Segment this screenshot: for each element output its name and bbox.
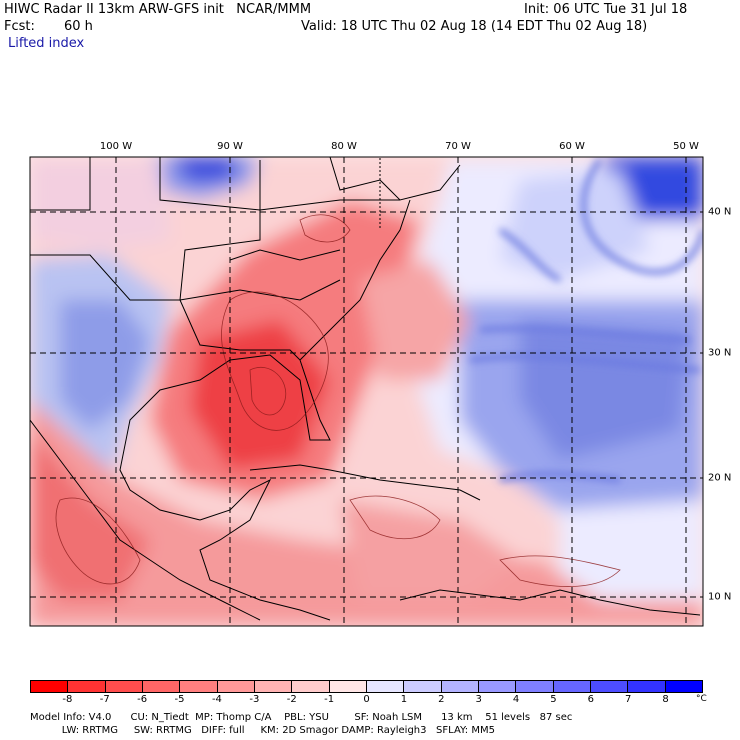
colorbar-tick-label: 7 bbox=[625, 694, 632, 705]
colorbar-cell bbox=[478, 681, 517, 692]
lat-label-20n: 20 N bbox=[708, 472, 732, 484]
lon-label-60w: 60 W bbox=[559, 141, 585, 152]
model-info-line1: Model Info: V4.0 CU: N_Tiedt MP: Thomp C… bbox=[30, 712, 573, 723]
colorbar-tick-label: 1 bbox=[400, 694, 408, 705]
forecast-hour: 60 h bbox=[64, 19, 93, 34]
colorbar-cell bbox=[105, 681, 143, 692]
lat-label-10n: 10 N bbox=[708, 591, 732, 603]
colorbar-cell bbox=[628, 681, 666, 692]
contours bbox=[55, 214, 621, 587]
colorbar-cell bbox=[665, 681, 702, 692]
lon-label-50w: 50 W bbox=[673, 141, 699, 152]
colorbar-cell bbox=[292, 681, 330, 692]
colorbar-cell bbox=[68, 681, 106, 692]
colorbar-tick-label: -6 bbox=[137, 694, 148, 705]
map-border bbox=[29, 156, 704, 627]
lat-label-40n: 40 N bbox=[708, 206, 732, 218]
colorbar-cell bbox=[31, 681, 69, 692]
lifted-index-shading bbox=[30, 157, 703, 626]
lon-label-90w: 90 W bbox=[217, 141, 243, 152]
colorbar-cell bbox=[254, 681, 293, 692]
colorbar-unit: °C bbox=[696, 694, 707, 704]
colorbar-cell bbox=[180, 681, 218, 692]
field-name: Lifted index bbox=[8, 36, 85, 51]
colorbar-tick-label: 0 bbox=[363, 694, 370, 705]
valid-time: Valid: 18 UTC Thu 02 Aug 18 (14 EDT Thu … bbox=[301, 19, 648, 34]
colorbar-cell bbox=[404, 681, 442, 692]
model-info-line2: LW: RRTMG SW: RRTMG DIFF: full KM: 2D Sm… bbox=[30, 725, 495, 736]
lat-lon-grid bbox=[30, 157, 703, 626]
colorbar-cell bbox=[329, 681, 367, 692]
colorbar-cell bbox=[590, 681, 629, 692]
forecast-label: Fcst: bbox=[4, 19, 35, 34]
colorbar-tick-label: 5 bbox=[550, 694, 557, 705]
init-time: Init: 06 UTC Tue 31 Jul 18 bbox=[524, 2, 688, 17]
colorbar-tick-label: -5 bbox=[174, 694, 185, 705]
colorbar-tick-label: -2 bbox=[286, 694, 297, 705]
colorbar-tick-label: 3 bbox=[475, 694, 482, 705]
atlantic-streaks bbox=[469, 158, 703, 483]
colorbar-cell bbox=[366, 681, 405, 692]
colorbar-tick-label: 6 bbox=[587, 694, 595, 705]
colorbar-cell bbox=[142, 681, 181, 692]
colorbar-tick-label: 2 bbox=[438, 694, 445, 705]
lon-label-100w: 100 W bbox=[99, 141, 133, 152]
colorbar-cell bbox=[553, 681, 591, 692]
chart-title: HIWC Radar II 13km ARW-GFS init NCAR/MMM bbox=[4, 2, 312, 17]
lat-label-30n: 30 N bbox=[708, 347, 732, 359]
colorbar-cell bbox=[217, 681, 255, 692]
colorbar-tick-label: -7 bbox=[99, 694, 110, 705]
lon-label-80w: 80 W bbox=[331, 141, 357, 152]
colorbar-tick-label: 4 bbox=[512, 694, 520, 705]
colorbar bbox=[30, 680, 703, 693]
colorbar-tick-label: -3 bbox=[249, 694, 260, 705]
colorbar-tick-label: -4 bbox=[211, 694, 222, 705]
colorbar-tick-label: -8 bbox=[62, 694, 73, 705]
colorbar-tick-label: -1 bbox=[324, 694, 335, 705]
colorbar-cell bbox=[516, 681, 554, 692]
colorbar-tick-label: 8 bbox=[662, 694, 669, 705]
colorbar-cell bbox=[441, 681, 479, 692]
lon-label-70w: 70 W bbox=[445, 141, 471, 152]
map-frame bbox=[30, 157, 703, 626]
